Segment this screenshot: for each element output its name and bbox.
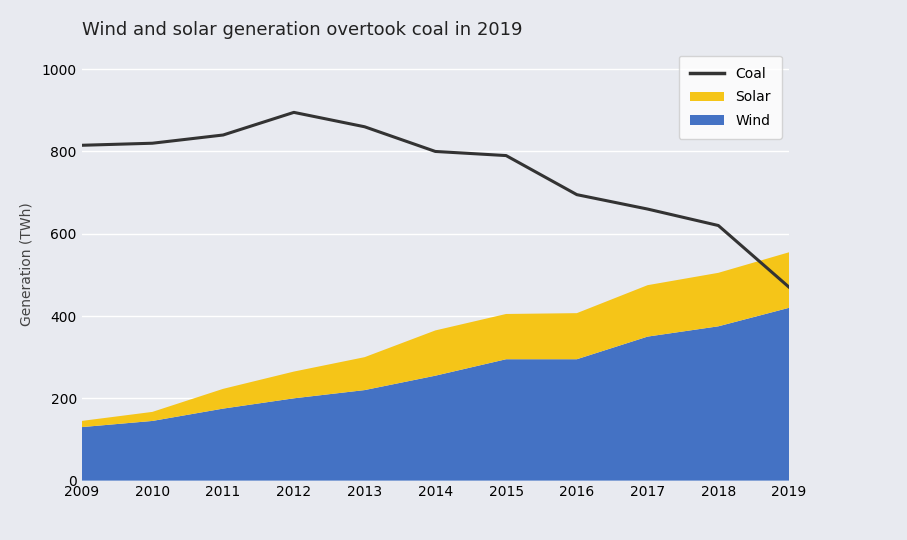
Y-axis label: Generation (TWh): Generation (TWh) bbox=[19, 202, 34, 327]
Text: Wind and solar generation overtook coal in 2019: Wind and solar generation overtook coal … bbox=[82, 21, 522, 39]
Legend: Coal, Solar, Wind: Coal, Solar, Wind bbox=[678, 56, 782, 139]
